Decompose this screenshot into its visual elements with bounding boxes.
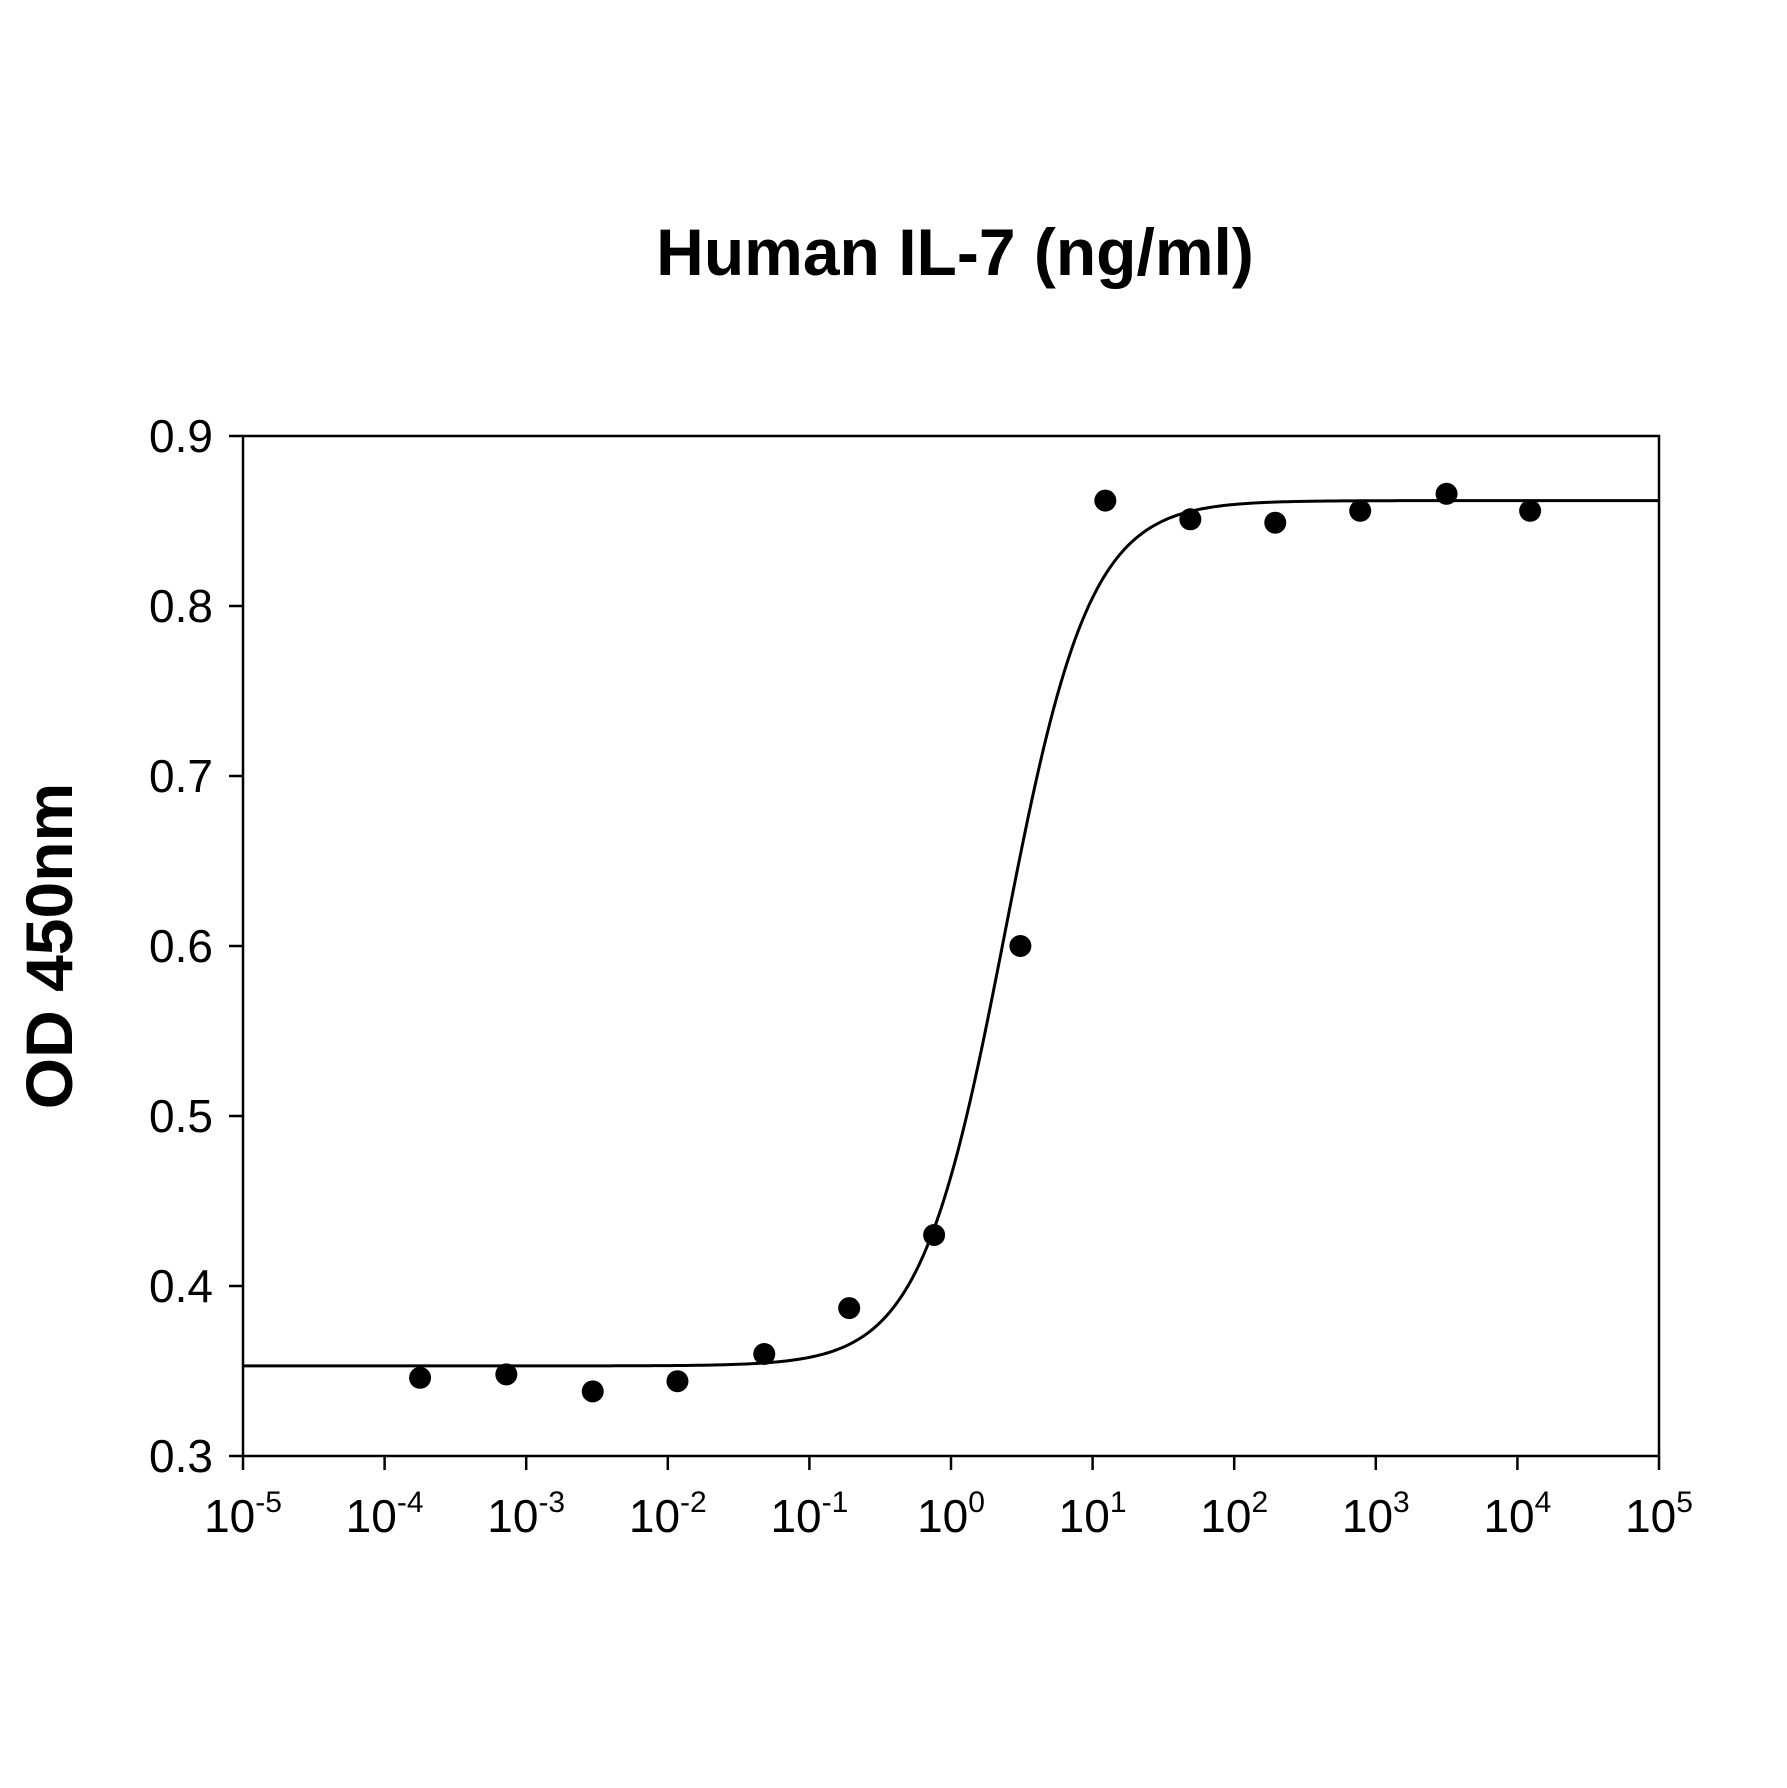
y-tick-label: 0.6 xyxy=(149,920,213,972)
data-point xyxy=(495,1363,518,1386)
data-point xyxy=(1009,935,1032,957)
y-tick-label: 0.9 xyxy=(149,410,213,462)
y-tick-label: 0.7 xyxy=(149,750,213,802)
y-axis: 0.3 0.4 0.5 0.6 0.7 0.8 0.9 xyxy=(149,410,243,1482)
data-point xyxy=(838,1297,861,1320)
data-point xyxy=(1179,508,1202,531)
x-tick-label: 101 xyxy=(1059,1486,1127,1542)
y-tick-label: 0.4 xyxy=(149,1260,213,1312)
y-tick-label: 0.8 xyxy=(149,580,213,632)
data-point xyxy=(1435,482,1458,505)
data-point xyxy=(1349,499,1372,522)
data-point xyxy=(1519,499,1542,522)
data-point xyxy=(1094,489,1117,512)
x-tick-label: 100 xyxy=(917,1486,985,1542)
plot-frame xyxy=(241,434,1661,1458)
chart-title: Human IL-7 (ng/ml) xyxy=(656,215,1254,289)
data-point xyxy=(1264,511,1287,534)
data-point xyxy=(923,1224,946,1246)
data-points xyxy=(409,482,1542,1403)
x-tick-label: 10-5 xyxy=(204,1486,282,1542)
x-tick-label: 102 xyxy=(1200,1486,1268,1542)
y-tick-label: 0.5 xyxy=(149,1090,213,1142)
x-axis: 10-5 10-4 10-3 10-2 10-1 100 101 102 103 104 105 xyxy=(204,1456,1693,1542)
data-point xyxy=(753,1343,776,1365)
y-tick-label: 0.3 xyxy=(149,1430,213,1482)
y-axis-label: OD 450nm xyxy=(12,783,86,1109)
data-point xyxy=(666,1370,689,1393)
x-tick-label: 105 xyxy=(1625,1486,1693,1542)
fit-curve xyxy=(243,499,1659,1368)
data-point xyxy=(581,1380,604,1403)
x-tick-label: 104 xyxy=(1483,1486,1551,1542)
x-tick-label: 10-1 xyxy=(770,1486,848,1542)
x-tick-label: 10-3 xyxy=(487,1486,565,1542)
x-tick-label: 10-4 xyxy=(346,1486,424,1542)
x-tick-label: 103 xyxy=(1342,1486,1410,1542)
data-point xyxy=(409,1366,432,1389)
x-tick-label: 10-2 xyxy=(629,1486,707,1542)
